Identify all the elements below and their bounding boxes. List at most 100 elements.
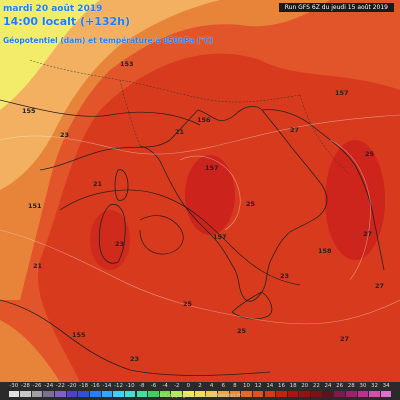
legend-swatch	[252, 391, 264, 397]
coastlines	[0, 106, 385, 376]
map-label: 25	[237, 327, 247, 335]
legend-swatch	[264, 391, 276, 397]
field-band-yellow	[0, 0, 100, 110]
map-label: 158	[318, 247, 332, 255]
field-description: Géopotentiel (dam) et température à 850h…	[3, 36, 214, 45]
legend-tick: -8	[139, 383, 145, 389]
legend-tick: 32	[371, 383, 379, 389]
border-fr-it	[119, 79, 141, 147]
time-line: 14:00 localt (+132h)	[3, 15, 131, 28]
map-label: 27	[340, 335, 350, 343]
legend-tick: -6	[150, 383, 157, 389]
legend-tick: -2	[173, 383, 180, 389]
legend-swatch	[20, 391, 31, 397]
legend-swatch	[276, 391, 287, 397]
legend-swatch	[66, 391, 78, 397]
isotherm-27	[329, 139, 371, 281]
legend-swatch	[31, 391, 43, 397]
legend-tick: -12	[114, 383, 124, 389]
legend-tick: 18	[289, 383, 297, 389]
geopotential-contours	[0, 99, 301, 286]
isotherm-21	[0, 114, 400, 155]
map-label: 157	[335, 89, 349, 97]
legend-swatch	[229, 391, 241, 397]
coast-sardinia	[98, 203, 126, 264]
legend-tick: -24	[44, 383, 54, 389]
legend-swatch	[299, 391, 311, 397]
legend-tick: -4	[162, 383, 168, 389]
legend-swatch	[113, 391, 124, 397]
map-label: 23	[280, 272, 290, 280]
field-band-sw-orange	[0, 320, 60, 382]
legend-swatch	[8, 391, 20, 397]
map-label: 21	[93, 180, 103, 188]
coast-adriatic-east	[261, 109, 385, 271]
legend-tick: 28	[347, 383, 355, 389]
legend-swatch	[357, 391, 369, 397]
legend-tick: 24	[324, 383, 332, 389]
map-label: 27	[290, 126, 300, 134]
legend-swatch	[311, 391, 322, 397]
map-label: 155	[22, 107, 36, 115]
legend-swatch	[101, 391, 113, 397]
contour-155	[0, 99, 201, 126]
map-label: 156	[197, 116, 211, 124]
coast-italy	[139, 106, 328, 302]
legend-tick: 14	[266, 383, 274, 389]
legend-tick: 30	[359, 383, 367, 389]
legend-swatch	[136, 391, 148, 397]
copyright: ©Copyright 2019 Meteociel.fr	[158, 393, 242, 399]
legend-tick: 6	[221, 383, 226, 389]
legend-swatch	[148, 391, 159, 397]
map-label: 157	[205, 164, 219, 172]
isotherms	[0, 114, 400, 325]
legend-swatch	[287, 391, 299, 397]
legend-swatch	[345, 391, 357, 397]
coast-sicily	[231, 291, 273, 320]
run-info: Run GFS 6Z du jeudi 15 août 2019	[278, 3, 394, 12]
legend-swatch	[89, 391, 101, 397]
legend-swatch	[55, 391, 66, 397]
coast-corsica	[114, 169, 129, 201]
legend-swatch	[241, 391, 252, 397]
field-band-orange-red	[0, 0, 400, 382]
legend-tick: 20	[301, 383, 309, 389]
borders	[29, 59, 351, 176]
map-label: 23	[130, 355, 140, 363]
legend-tick: -18	[79, 383, 89, 389]
legend-tick: 4	[209, 383, 214, 389]
legend-tick: 16	[277, 383, 285, 389]
legend-tick: 26	[336, 383, 344, 389]
legend-swatch	[43, 391, 55, 397]
map-label: 23	[60, 131, 70, 139]
legend-tick: -30	[9, 383, 19, 389]
map-label: 23	[115, 240, 125, 248]
map-label: 25	[183, 300, 193, 308]
legend-tick: -22	[55, 383, 65, 389]
legend-tick: 8	[233, 383, 237, 389]
coast-france-liguria	[39, 109, 199, 171]
isotherm-25	[179, 155, 241, 231]
legend-swatch	[194, 391, 206, 397]
isotherm-23	[0, 229, 400, 325]
legend-tick: 12	[254, 383, 262, 389]
legend-tick: -26	[32, 383, 42, 389]
map-label: 21	[33, 262, 43, 270]
map-label: 157	[213, 233, 227, 241]
legend-tick: 0	[186, 383, 191, 389]
legend-tick: 10	[243, 383, 251, 389]
map-label: 25	[246, 200, 256, 208]
legend-swatch	[334, 391, 345, 397]
legend-swatch	[369, 391, 380, 397]
contour-closed	[139, 215, 184, 255]
legend-swatch	[78, 391, 89, 397]
legend-tick: 34	[382, 383, 390, 389]
map-label: 21	[175, 128, 185, 136]
field-core-sardinia	[90, 210, 130, 270]
legend-swatch	[322, 391, 334, 397]
map-label: 153	[120, 60, 134, 68]
legend-swatch	[206, 391, 217, 397]
map-label: 25	[365, 150, 375, 158]
legend-swatch	[217, 391, 229, 397]
